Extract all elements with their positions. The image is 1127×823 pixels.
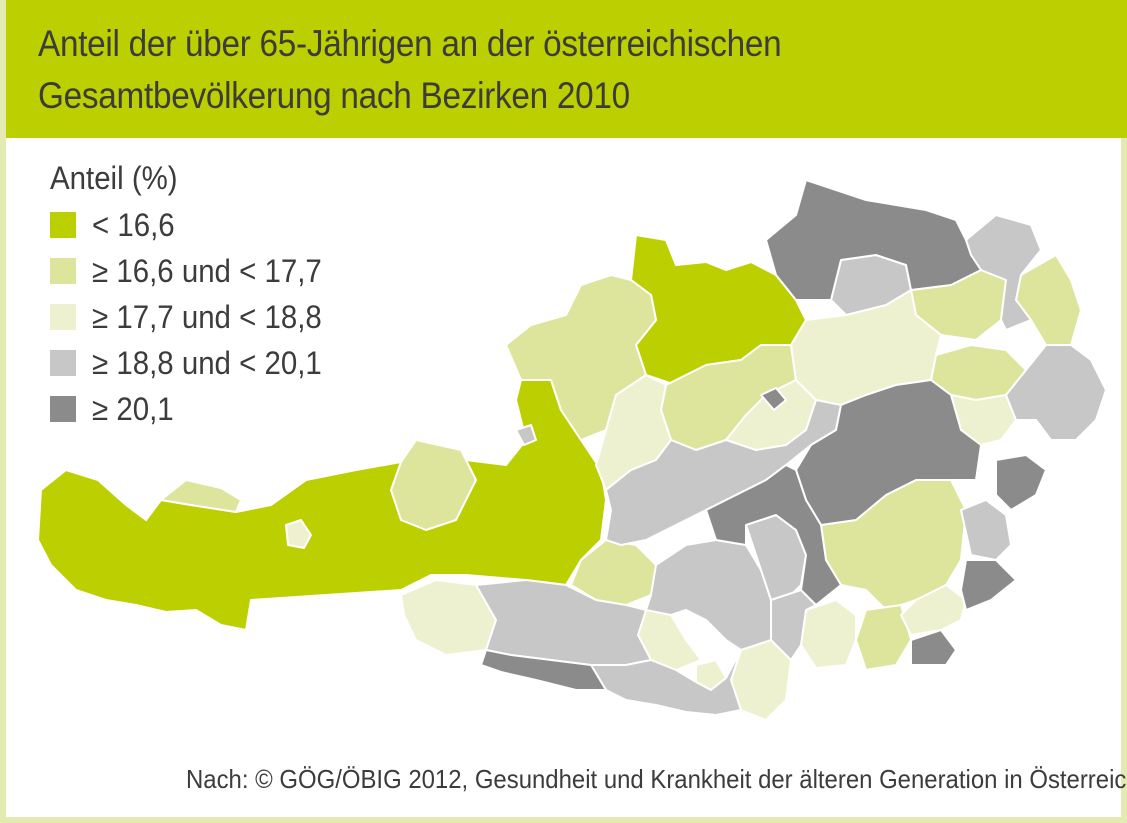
district-class-1 bbox=[37, 379, 607, 631]
legend-label: < 16,6 bbox=[92, 206, 175, 243]
legend-label: ≥ 17,7 und < 18,8 bbox=[92, 298, 322, 335]
district-class-5 bbox=[765, 179, 982, 301]
austria-district-map bbox=[37, 179, 1107, 721]
legend-title: Anteil (%) bbox=[50, 160, 178, 196]
legend-label: ≥ 16,6 und < 17,7 bbox=[92, 252, 322, 289]
district-class-4 bbox=[1005, 344, 1107, 441]
legend-item: ≥ 16,6 und < 17,7 bbox=[50, 248, 342, 294]
district-class-5 bbox=[480, 649, 607, 691]
district-class-3 bbox=[900, 584, 967, 636]
district-class-3 bbox=[800, 599, 857, 669]
district-class-3 bbox=[285, 519, 312, 549]
district-class-5 bbox=[995, 454, 1047, 511]
legend-item: ≥ 17,7 und < 18,8 bbox=[50, 294, 342, 340]
map-title: Anteil der über 65-Jährigen an der öster… bbox=[38, 18, 782, 122]
district-class-4 bbox=[960, 499, 1012, 561]
legend-swatch bbox=[50, 304, 76, 330]
map-title-line-1: Anteil der über 65-Jährigen an der öster… bbox=[38, 23, 782, 64]
legend-swatch bbox=[50, 258, 76, 284]
map-title-line-2: Gesamtbevölkerung nach Bezirken 2010 bbox=[38, 75, 630, 116]
legend-swatch bbox=[50, 212, 76, 238]
legend-label: ≥ 18,8 und < 20,1 bbox=[92, 344, 322, 381]
legend: Anteil (%) < 16,6 ≥ 16,6 und < 17,7 ≥ 17… bbox=[50, 158, 342, 432]
legend-swatch bbox=[50, 396, 76, 422]
district-class-5 bbox=[705, 464, 842, 606]
district-class-5 bbox=[910, 629, 957, 666]
source-note: Nach: © GÖG/ÖBIG 2012, Gesundheit und Kr… bbox=[186, 764, 1127, 794]
header-bar: Anteil der über 65-Jährigen an der öster… bbox=[6, 0, 1127, 138]
district-class-2 bbox=[390, 439, 477, 531]
district-class-5 bbox=[795, 379, 982, 526]
legend-item: ≥ 18,8 und < 20,1 bbox=[50, 340, 342, 386]
district-class-4 bbox=[515, 424, 537, 446]
legend-item: < 16,6 bbox=[50, 202, 342, 248]
legend-label: ≥ 20,1 bbox=[92, 390, 174, 427]
district-class-2 bbox=[160, 479, 242, 513]
legend-swatch bbox=[50, 350, 76, 376]
district-class-5 bbox=[760, 387, 787, 411]
legend-item: ≥ 20,1 bbox=[50, 386, 342, 432]
district-class-5 bbox=[960, 559, 1017, 611]
